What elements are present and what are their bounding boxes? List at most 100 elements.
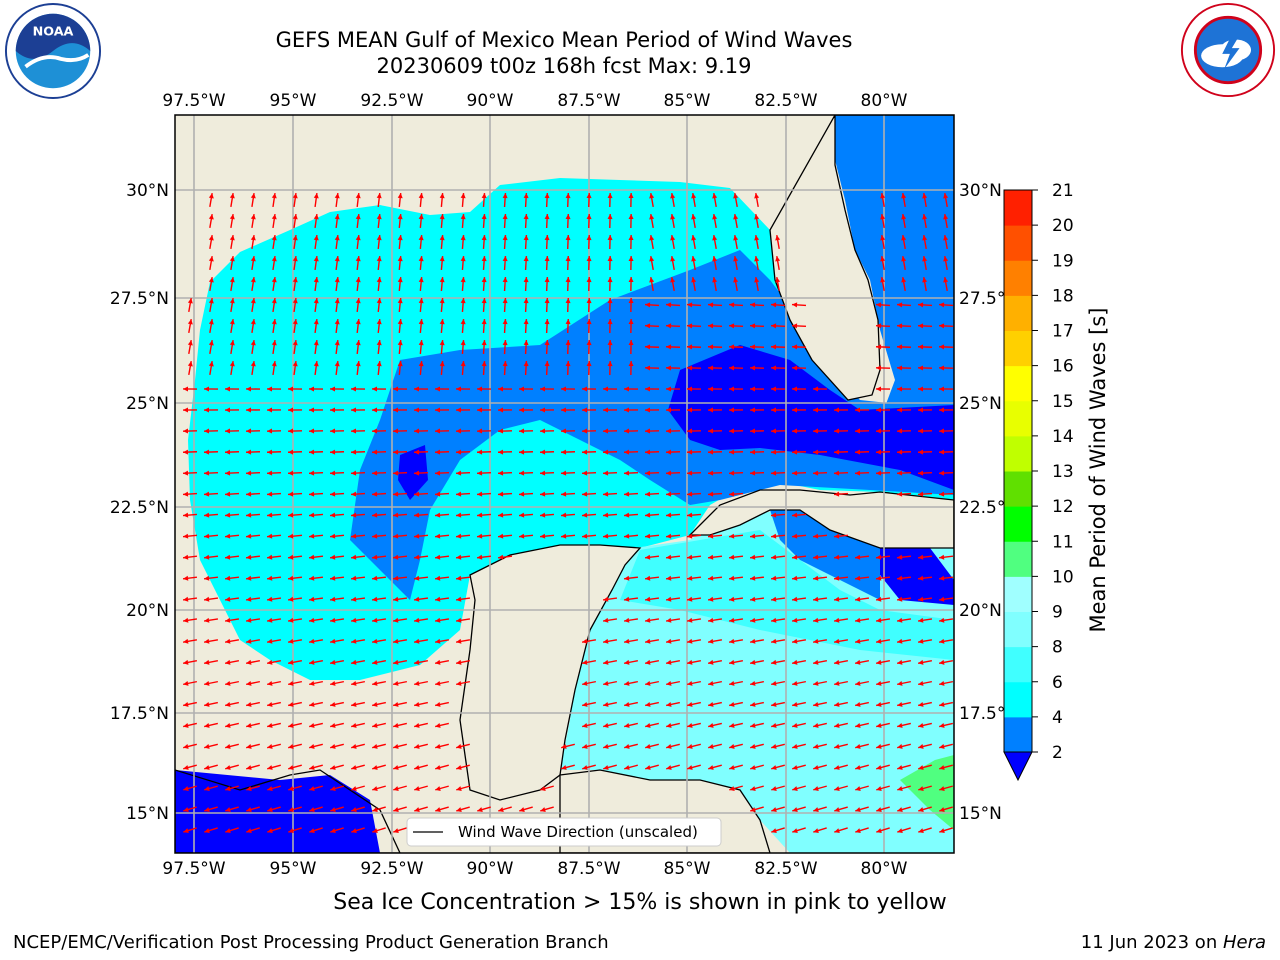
wind-vector-head [414,533,420,539]
wind-vector-head [351,386,357,392]
wind-vector-head [645,302,651,308]
wind-vector-head [918,680,924,686]
wind-vector-head [334,193,340,199]
wind-vector-head [792,701,798,707]
wind-vector-head [939,386,945,392]
wind-vector-head [708,638,714,644]
wind-vector-head [708,470,714,476]
wind-vector-head [267,659,273,665]
wind-vector-head [502,193,508,199]
wind-vector-head [292,193,298,199]
wind-vector-head [456,765,462,770]
wind-vector-head [771,701,777,707]
wind-vector-head [813,386,819,392]
wind-vector-head [414,470,420,476]
wind-vector-head [372,554,378,560]
colorbar-tick-label: 2 [1052,743,1063,763]
noaa-logo: NOAA [4,2,102,100]
wind-vector-head [355,340,361,346]
wind-vector-head [414,680,420,686]
lon-label: 85°W [664,859,711,879]
colorbar: 2 4 6 8 9 10 11 12 13 14 15 16 17 18 19 20 21 [1003,181,1074,782]
wind-vector-head [897,659,903,665]
colorbar-segment [1004,295,1032,331]
wind-vector-head [565,340,571,346]
wind-vector-head [372,449,378,455]
wind-vector-head [288,744,294,749]
wind-vector-head [834,596,840,602]
wind-vector-head [645,512,651,518]
wind-vector-head [771,744,777,749]
wind-vector-head [687,638,693,644]
wind-vector-head [460,256,466,262]
wind-vector-head [666,554,672,560]
wind-vector-head [250,193,256,199]
wind-vector-head [834,828,840,833]
wind-vector-head [624,723,630,728]
wind-vector-head [708,302,714,308]
wind-vector-head [330,386,336,392]
wind-vector-head [414,428,420,434]
wind-vector-head [649,235,655,241]
wind-vector-head [687,470,693,476]
wind-vector-head [792,723,798,728]
wind-vector-head [393,491,399,497]
wind-vector-head [309,491,315,497]
florida-land [769,115,954,401]
wind-vector-head [225,617,231,623]
wind-vector-head [708,617,714,623]
wind-vector-head [603,449,609,455]
wind-vector-head [922,214,928,220]
wind-vector-head [351,596,357,602]
wind-vector-head [334,214,340,220]
wind-vector-head [393,533,399,539]
wind-vector-head [414,638,420,644]
colorbar-tick-label: 4 [1052,708,1063,728]
wind-vector-head [267,512,273,518]
wind-vector-head [540,512,546,518]
colorbar-tick-label: 20 [1052,216,1074,236]
lat-label: 27.5°N [110,289,169,309]
wind-vector-head [939,828,945,833]
wind-vector-head [183,701,189,707]
wind-vector-head [771,449,777,455]
wind-vector-head [897,407,903,413]
wind-vector-head [897,428,903,434]
lat-labels-left: 30°N 27.5°N 25°N 22.5°N 20°N 17.5°N 15°N [110,181,169,824]
wind-vector-head [246,659,252,665]
wind-vector-head [204,491,210,497]
wind-vector-head [313,235,319,241]
wind-vector-head [540,428,546,434]
wind-vector-head [708,575,714,581]
wind-vector-head [456,512,462,518]
wind-vector-head [624,428,630,434]
wind-vector-head [456,680,462,686]
wind-vector-head [523,193,529,199]
wind-vector-head [607,277,613,283]
wind-vector-head [267,533,273,539]
wind-vector-head [901,214,907,220]
wind-vector-head [309,744,315,749]
wind-vector-head [792,638,798,644]
wind-vector-head [897,786,903,791]
wind-vector-head [624,407,630,413]
wind-vector-head [204,449,210,455]
wind-vector-head [309,428,315,434]
wind-vector-head [607,193,613,199]
wind-vector-head [754,214,760,220]
wind-vector-head [313,193,319,199]
wind-vector-head [603,680,609,686]
wind-vector-head [771,365,777,371]
wind-vector-head [834,491,840,497]
wind-vector-head [229,319,235,325]
wind-vector-head [544,319,550,325]
wind-vector-head [855,786,861,791]
wind-vector-head [561,744,567,749]
wind-vector-head [939,596,945,602]
wind-vector-head [729,596,735,602]
wind-vector-head [880,214,886,220]
wind-vector-head [792,786,798,791]
wind-vector-head [330,449,336,455]
wind-vector-head [498,554,504,560]
wind-vector-head [208,214,214,220]
